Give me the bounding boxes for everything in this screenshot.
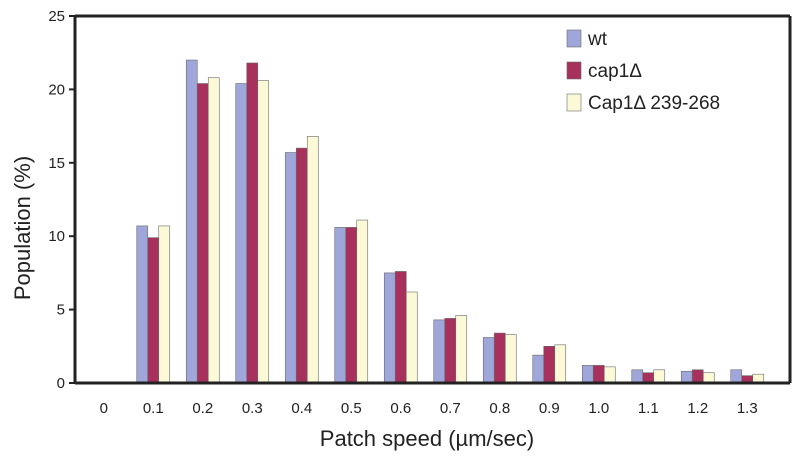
x-tick-label: 0.6 [390,400,411,417]
bar [383,272,396,384]
x-tick-label: 0.3 [242,400,263,417]
legend-label: wt [587,29,608,50]
legend-label: cap1Δ [588,61,642,82]
bar [631,369,644,384]
bar [444,318,457,384]
x-tick-label: 0.1 [143,400,164,417]
bar [356,219,369,384]
x-tick-label: 0.2 [192,400,213,417]
x-tick-label: 0.7 [440,400,461,417]
y-axis-ticks: 0 5 10 15 20 25 [48,8,75,392]
bar [532,354,545,384]
x-axis-label: Patch speed (µm/sec) [320,426,534,451]
bar [702,372,715,384]
bar [493,332,506,384]
bar [603,366,616,384]
x-tick-label: 0 [100,400,108,417]
y-tick-label: 5 [57,302,65,319]
bar [235,83,248,384]
bar [394,271,407,384]
x-tick-label: 0.9 [539,400,560,417]
legend-label: Cap1Δ 239-268 [588,93,720,114]
bar [653,369,666,384]
bar [691,369,704,384]
bar [334,227,347,384]
x-tick-label: 1.1 [638,400,659,417]
bar [207,77,220,384]
y-axis-label: Population (%) [10,156,35,300]
bar [680,370,693,384]
bar [295,147,308,384]
bar [592,365,605,384]
legend: wt cap1Δ Cap1Δ 239-268 [566,29,720,114]
bar [504,334,517,384]
bar [246,62,259,384]
x-tick-label: 0.4 [291,400,312,417]
x-tick-label: 1.0 [588,400,609,417]
bar [306,136,319,384]
bar [284,152,297,384]
bar [642,372,655,384]
legend-swatch [566,93,582,112]
bar [455,315,468,384]
legend-swatch [566,61,582,80]
bar [543,345,556,384]
x-tick-label: 0.8 [489,400,510,417]
bar [136,225,149,384]
x-axis-ticks: 0 0.1 0.2 0.3 0.4 0.5 0.6 0.7 0.8 0.9 1.0 1.1 1.2 1.3 [100,400,758,417]
plot-area [73,14,792,385]
y-tick-label: 25 [48,8,65,25]
bar [147,237,160,384]
y-tick-label: 15 [48,155,65,172]
bar [345,227,358,384]
x-tick-label: 1.2 [687,400,708,417]
x-tick-label: 1.3 [737,400,758,417]
bar [405,291,418,384]
y-tick-label: 10 [48,228,65,245]
bar [433,319,446,384]
bar [554,344,567,384]
legend-swatch [566,29,582,48]
y-tick-label: 0 [57,375,65,392]
bar [196,83,209,384]
bar [158,225,171,384]
bar [482,337,495,384]
bar [185,59,198,384]
x-tick-label: 0.5 [341,400,362,417]
bar [581,365,594,384]
bar [257,80,270,384]
y-tick-label: 20 [48,81,65,98]
bar [730,369,743,384]
